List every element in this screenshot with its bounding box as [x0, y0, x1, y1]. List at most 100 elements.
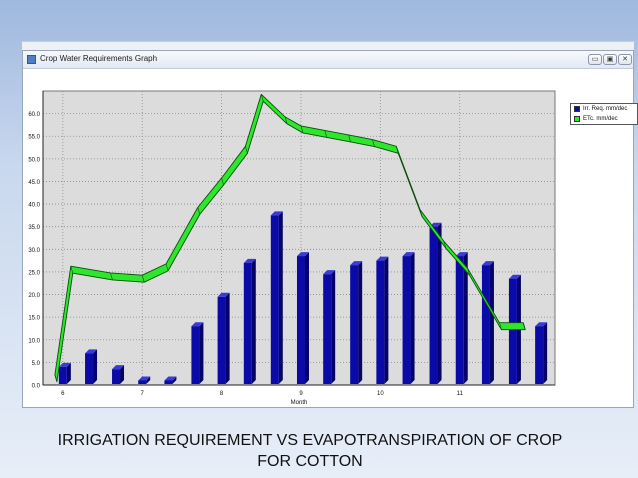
bar	[429, 226, 438, 384]
bars-layer	[58, 211, 548, 384]
legend-label-irr: Irr. Req. mm/dec	[583, 106, 628, 112]
bar-side	[251, 258, 256, 384]
x-tick-label: 10	[377, 391, 384, 397]
y-tick-label: 30.0	[28, 248, 40, 254]
crop-water-chart: 0.0 5.0 10.0 15.0 20.0 25.0 30.0 35.0 40.0 45.0 50…	[28, 90, 556, 406]
etc-point	[141, 275, 145, 283]
legend-entry-etc: ETc. mm/dec	[571, 114, 637, 124]
etc-point	[324, 130, 328, 138]
bar-top	[296, 252, 309, 257]
etc-point	[372, 139, 375, 147]
bar-top	[535, 322, 548, 327]
bar	[138, 380, 147, 384]
x-tick-label: 11	[457, 391, 464, 397]
etc-point	[300, 125, 304, 134]
bar	[270, 215, 279, 384]
caption-line-1: IRRIGATION REQUIREMENT VS EVAPOTRANSPIRA…	[57, 432, 563, 449]
bar-side	[304, 252, 309, 384]
chart-area: 0.0 5.0 10.0 15.0 20.0 25.0 30.0 35.0 40.0 45.0 50…	[23, 69, 633, 409]
bar-top	[481, 261, 494, 266]
legend-label-etc: ETc. mm/dec	[583, 116, 618, 122]
bar	[85, 353, 94, 384]
bar-side	[331, 270, 336, 384]
caption-line-2: FOR COTTON	[257, 453, 363, 470]
etc-point	[221, 177, 224, 186]
legend-swatch-etc	[574, 116, 580, 122]
minimize-icon[interactable]: ▭	[588, 54, 602, 65]
etc-point	[522, 322, 526, 330]
bar	[243, 262, 252, 384]
legend-swatch-irr	[574, 106, 580, 112]
bar-side	[358, 261, 363, 384]
bar	[191, 326, 200, 384]
etc-point	[284, 116, 288, 124]
bar-top	[243, 258, 256, 263]
bar	[402, 256, 411, 384]
bar-top	[376, 256, 389, 261]
bar-side	[278, 211, 283, 384]
bar-top	[191, 322, 204, 327]
legend-entry-irr: Irr. Req. mm/dec	[571, 104, 637, 114]
etc-ribbon-layer	[54, 93, 526, 383]
bar-side	[410, 252, 415, 384]
etc-point	[348, 134, 351, 143]
x-tick-label: 7	[141, 391, 145, 397]
bar	[455, 256, 464, 384]
bar-side	[120, 365, 125, 384]
bar-top	[270, 211, 283, 216]
bar	[112, 369, 121, 384]
y-tick-label: 5.0	[32, 361, 41, 367]
maximize-icon[interactable]: ▣	[603, 54, 617, 65]
y-tick-label: 0.0	[32, 384, 41, 390]
bar-side	[543, 322, 548, 384]
window-title: Crop Water Requirements Graph	[40, 54, 158, 63]
bar	[323, 274, 332, 384]
bar-top	[402, 252, 415, 257]
y-tick-label: 10.0	[28, 338, 40, 344]
bar-side	[66, 362, 71, 384]
etc-point	[467, 268, 470, 276]
y-tick-label: 15.0	[28, 316, 40, 322]
bar	[58, 366, 67, 384]
etc-point	[245, 146, 248, 154]
chart-legend: Irr. Req. mm/dec ETc. mm/dec	[570, 103, 638, 125]
bar-top	[112, 365, 125, 370]
app-icon	[27, 55, 36, 64]
graph-window: Crop Water Requirements Graph ▭ ▣ ✕ 0.0 5…	[22, 50, 638, 409]
bar	[376, 260, 385, 384]
bar	[535, 326, 544, 384]
y-tick-label: 45.0	[28, 180, 40, 186]
bar	[296, 256, 305, 384]
x-tick-label: 9	[299, 391, 303, 397]
bar	[350, 265, 359, 384]
bar-top	[350, 261, 363, 266]
y-tick-label: 35.0	[28, 225, 40, 231]
bar-side	[463, 252, 468, 384]
bar	[508, 278, 517, 384]
bar-side	[172, 376, 177, 384]
bar	[164, 380, 173, 384]
y-tick-label: 25.0	[28, 270, 40, 276]
etc-point	[110, 272, 113, 281]
etc-point	[443, 241, 447, 249]
bar-side	[225, 292, 230, 384]
y-tick-label: 55.0	[28, 135, 40, 141]
grid-layer	[42, 90, 556, 386]
bar-side	[384, 256, 389, 384]
y-tick-label: 40.0	[28, 203, 40, 209]
bar-top	[455, 252, 468, 257]
title-bar[interactable]: Crop Water Requirements Graph ▭ ▣ ✕	[23, 51, 633, 69]
bar	[481, 265, 490, 384]
slide-caption: IRRIGATION REQUIREMENT VS EVAPOTRANSPIRA…	[0, 430, 620, 472]
close-icon[interactable]: ✕	[618, 54, 632, 65]
bar-top	[323, 270, 336, 275]
etc-point	[395, 146, 399, 154]
bar-top	[508, 274, 521, 279]
etc-point	[261, 94, 264, 102]
bar-side	[489, 261, 494, 384]
bar-side	[146, 376, 151, 384]
x-tick-label: 6	[61, 391, 65, 397]
bar-top	[217, 292, 230, 297]
bar-top	[138, 376, 151, 381]
bar-side	[437, 222, 442, 384]
